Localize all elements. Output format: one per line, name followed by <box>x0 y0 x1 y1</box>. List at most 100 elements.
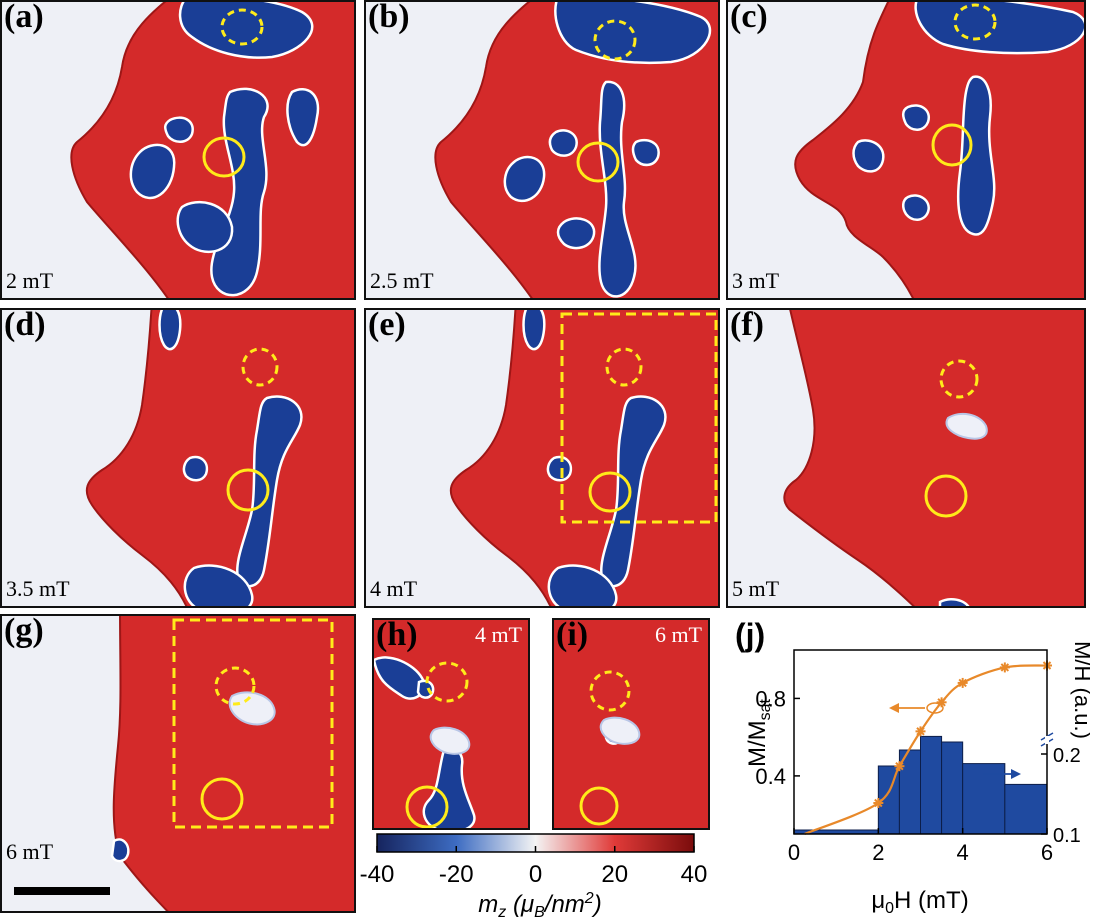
panel-label: (g) <box>4 614 44 649</box>
dashed-circle-marker <box>241 347 279 387</box>
x-axis-label: μ0H (mT) <box>871 887 968 916</box>
zoom-region-box <box>560 312 718 524</box>
circle-marker <box>200 777 244 821</box>
nucleation-domain <box>599 716 641 745</box>
colorbar-tick-label: 40 <box>681 861 708 888</box>
nucleation-domain <box>228 691 276 726</box>
y2-tick-label: 0.1 <box>1053 825 1081 847</box>
panel-label: (b) <box>368 0 410 35</box>
right-axis-arrow-icon <box>983 769 1021 779</box>
negative-domain <box>110 838 130 863</box>
field-label: 3 mT <box>732 268 780 293</box>
circle-marker <box>588 471 632 513</box>
colorbar-ticks: -40 -20 0 20 40 <box>360 846 708 888</box>
magnetization-map <box>366 310 718 606</box>
positive-domain <box>85 310 354 606</box>
positive-domain <box>70 2 354 298</box>
negative-domain <box>183 564 254 606</box>
panel-label: (d) <box>4 308 46 343</box>
left-axis-arrow-icon <box>889 702 944 714</box>
negative-domain <box>286 88 320 147</box>
magnetization-map <box>2 2 354 298</box>
field-label: 6 mT <box>654 622 702 647</box>
colorbar-gradient <box>376 833 695 853</box>
panel-e: (e) 4 mT <box>364 308 720 608</box>
circle-marker <box>924 474 968 518</box>
colorbar-tick-label: -20 <box>439 861 474 888</box>
panel-i: (i) 6 mT <box>552 618 710 830</box>
negative-domain <box>631 138 660 167</box>
circle-marker <box>576 141 620 183</box>
positive-domain <box>783 310 1084 606</box>
dashed-circle-marker <box>593 19 637 61</box>
field-label: 4 mT <box>474 622 522 647</box>
negative-domain <box>522 310 546 351</box>
panel-label: (f) <box>730 308 764 343</box>
field-label: 2.5 mT <box>370 268 434 293</box>
mh-bar <box>920 735 943 835</box>
panel-label: (c) <box>730 0 768 35</box>
negative-domain <box>547 564 618 606</box>
nucleation-domain <box>945 412 988 440</box>
field-label: 2 mT <box>6 268 54 293</box>
panel-label: (h) <box>376 618 418 653</box>
circle-marker <box>226 468 270 512</box>
panel-a: (a) 2 mT <box>0 0 356 300</box>
dashed-circle-marker <box>214 666 256 706</box>
y-tick-label: 0.4 <box>755 764 786 789</box>
x-ticks: 0 2 4 6 <box>788 828 1053 865</box>
negative-domain <box>422 747 476 828</box>
positive-domain <box>449 310 718 606</box>
y-ticks-left: 0.4 0.8 <box>755 686 800 789</box>
data-point-marker <box>915 726 926 737</box>
y-ticks-right: 0.1 0.2 <box>1041 745 1081 847</box>
x-tick-label: 6 <box>1041 840 1053 865</box>
mh-bar <box>962 763 1006 835</box>
circle-marker <box>931 123 973 167</box>
negative-domain <box>852 139 885 173</box>
negative-domain <box>503 155 546 203</box>
y-axis-label-right: M/H (a.u.) <box>1070 641 1090 739</box>
mh-bar <box>1004 783 1048 835</box>
magnetization-map <box>2 310 354 606</box>
field-label: 3.5 mT <box>6 576 70 601</box>
circle-marker <box>405 785 449 828</box>
magnetization-map <box>374 620 528 828</box>
positive-domain <box>434 2 718 298</box>
dashed-circle-marker <box>425 661 469 703</box>
panel-c: (c) 3 mT <box>726 0 1086 300</box>
panel-label: (i) <box>556 618 589 653</box>
y-tick-label: 0.8 <box>755 686 786 711</box>
negative-domain <box>129 143 176 200</box>
negative-domain <box>158 310 182 351</box>
data-point-marker <box>873 798 884 809</box>
negative-domain <box>546 455 573 482</box>
field-label: 5 mT <box>732 576 780 601</box>
panel-b: (b) 2.5 mT <box>364 0 720 300</box>
dashed-circle-marker <box>939 359 979 399</box>
negative-domain <box>938 598 970 606</box>
y-axis-label-left: M/Msat <box>744 698 774 767</box>
data-point-marker <box>894 761 905 772</box>
dashed-circle-marker <box>220 8 264 46</box>
negative-domain <box>176 200 234 254</box>
circle-marker <box>202 136 246 178</box>
y2-tick-label: 0.2 <box>1053 745 1081 767</box>
panel-g: (g) 6 mT <box>0 614 356 913</box>
magnetization-map <box>728 2 1084 298</box>
panel-j-plot: (j) 0 2 4 6 0.4 0.8 0.1 0.2 μ0H (mT) M/Msat M… <box>735 618 1090 916</box>
negative-domain <box>416 679 435 699</box>
field-label: 4 mT <box>370 576 418 601</box>
field-label: 6 mT <box>6 839 54 864</box>
colorbar-tick-label: -40 <box>360 861 395 888</box>
mh-bar <box>941 741 964 835</box>
dashed-circle-marker <box>605 347 643 387</box>
panel-label: (j) <box>735 618 765 653</box>
negative-domain <box>548 129 578 157</box>
axis-break-icon <box>1040 732 1054 747</box>
negative-domain <box>164 116 194 143</box>
positive-domain <box>794 2 1084 298</box>
scale-bar <box>14 887 110 895</box>
zoom-region-box <box>172 618 334 829</box>
circle-marker <box>579 786 619 826</box>
